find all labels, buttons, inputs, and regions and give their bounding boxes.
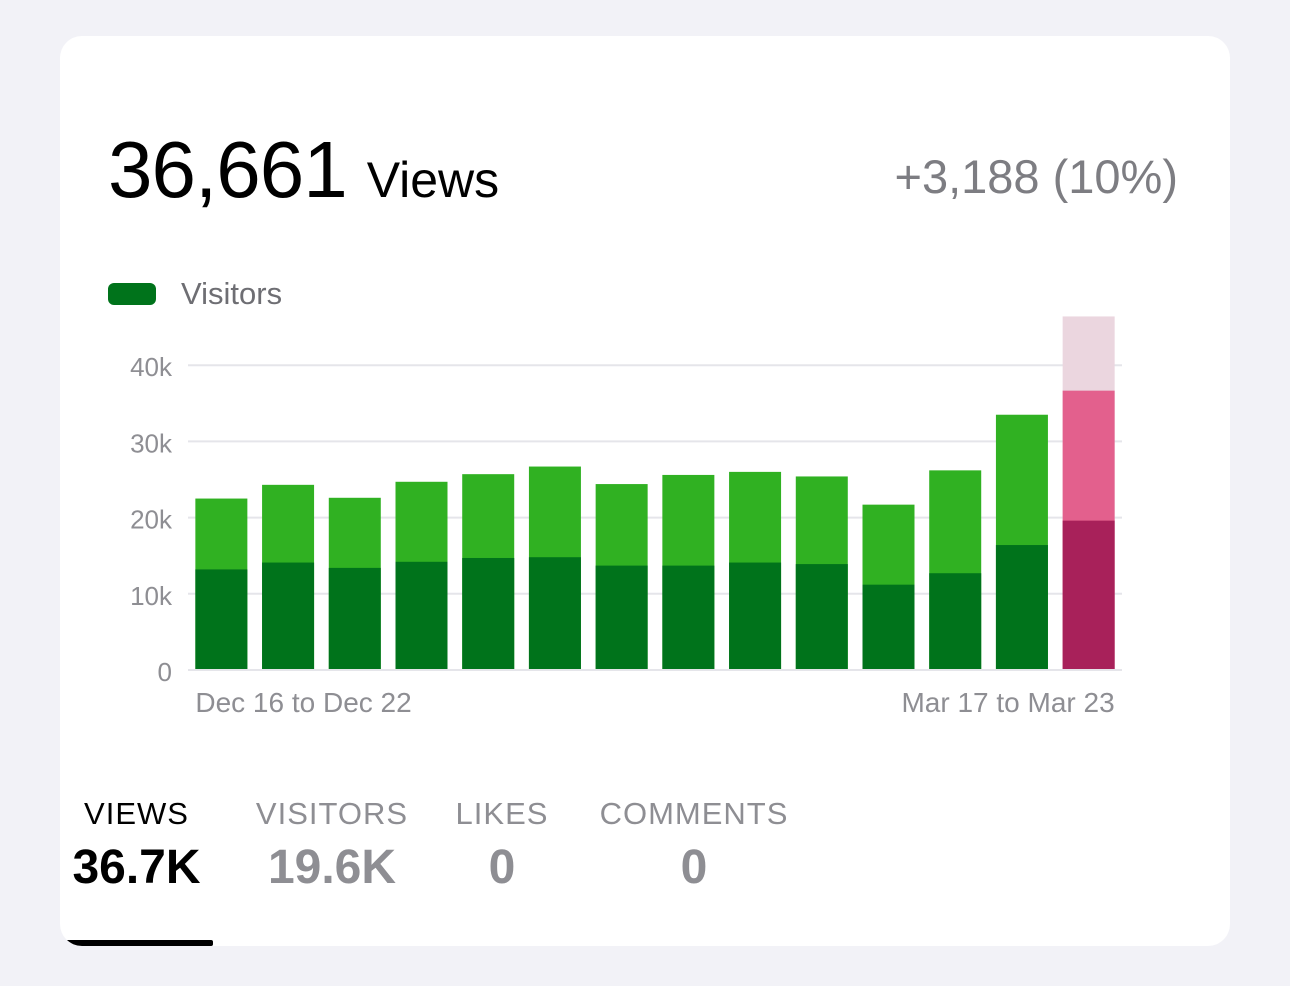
stats-card: 36,661 Views +3,188 (10%) Visitors 0 10k 20… bbox=[60, 36, 1230, 946]
bar-visitors bbox=[662, 565, 715, 670]
bar-visitors bbox=[395, 561, 448, 670]
y-tick-label: 40k bbox=[130, 352, 173, 382]
tab-views-label: VIEWS bbox=[84, 796, 189, 831]
views-bar-chart: 0 10k 20k 30k 40k Dec 16 to Dec 22 Mar 17 to M… bbox=[130, 316, 1122, 718]
tab-visitors-label: VISITORS bbox=[255, 796, 409, 831]
change-value: +3,188 (10%) bbox=[894, 150, 1179, 203]
bar-visitors bbox=[795, 564, 848, 670]
bar-visitors bbox=[462, 557, 515, 670]
y-tick-label: 30k bbox=[130, 428, 173, 458]
bar-visitors bbox=[929, 573, 982, 670]
x-tick-label-first: Dec 16 to Dec 22 bbox=[195, 687, 411, 718]
x-tick-label-last: Mar 17 to Mar 23 bbox=[901, 687, 1114, 718]
tab-comments-label: COMMENTS bbox=[599, 796, 789, 831]
legend-label-visitors: Visitors bbox=[181, 276, 283, 311]
y-tick-label: 20k bbox=[130, 505, 173, 535]
legend-swatch-visitors bbox=[108, 283, 156, 305]
y-tick-label: 10k bbox=[130, 581, 173, 611]
headline: 36,661 Views bbox=[108, 124, 499, 216]
total-views-value: 36,661 bbox=[108, 125, 348, 214]
chart-legend: Visitors bbox=[108, 276, 282, 312]
bar-visitors bbox=[995, 545, 1048, 670]
bar-visitors bbox=[195, 569, 248, 670]
bar-visitors bbox=[262, 562, 315, 670]
metric-tabs: VIEWS 36.7K VISITORS 19.6K LIKES 0 COMME… bbox=[60, 796, 1230, 946]
total-views-unit: Views bbox=[366, 152, 500, 208]
tab-views-value: 36.7K bbox=[72, 841, 201, 894]
y-tick-label: 0 bbox=[158, 657, 172, 687]
bar-visitors bbox=[595, 565, 648, 670]
tab-comments-value: 0 bbox=[680, 841, 708, 894]
bar-visitors bbox=[862, 584, 915, 670]
tab-visitors-value: 19.6K bbox=[267, 841, 397, 894]
active-tab-indicator bbox=[60, 940, 213, 946]
bar-visitors bbox=[528, 557, 581, 670]
tab-visitors[interactable]: VISITORS 19.6K bbox=[248, 796, 416, 895]
bar-visitors bbox=[729, 562, 782, 670]
tab-likes-label: LIKES bbox=[455, 796, 549, 831]
tab-likes[interactable]: LIKES 0 bbox=[452, 796, 552, 895]
tab-views[interactable]: VIEWS 36.7K bbox=[60, 796, 213, 895]
tab-likes-value: 0 bbox=[488, 841, 516, 894]
bar-visitors bbox=[328, 567, 381, 670]
tab-comments[interactable]: COMMENTS 0 bbox=[592, 796, 796, 895]
bar-visitors bbox=[1062, 520, 1115, 670]
